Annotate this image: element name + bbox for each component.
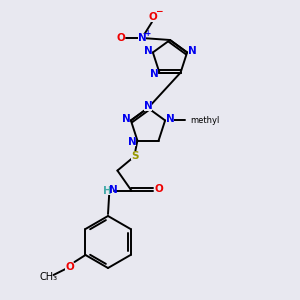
FancyBboxPatch shape xyxy=(128,137,136,146)
FancyBboxPatch shape xyxy=(154,184,162,193)
Text: N: N xyxy=(188,46,197,56)
Text: O: O xyxy=(154,184,163,194)
FancyBboxPatch shape xyxy=(150,69,158,78)
Text: N: N xyxy=(143,46,152,56)
Text: O: O xyxy=(148,12,158,22)
Text: O: O xyxy=(65,262,74,272)
FancyBboxPatch shape xyxy=(138,34,146,43)
Text: H: H xyxy=(103,186,112,196)
Text: N: N xyxy=(128,136,137,147)
FancyBboxPatch shape xyxy=(103,186,111,195)
Text: N: N xyxy=(122,114,130,124)
Text: S: S xyxy=(132,151,139,160)
Text: N: N xyxy=(138,33,146,43)
FancyBboxPatch shape xyxy=(166,115,174,124)
Text: N: N xyxy=(166,114,175,124)
Text: methyl: methyl xyxy=(190,116,220,125)
Text: N: N xyxy=(109,184,118,195)
FancyBboxPatch shape xyxy=(117,34,125,43)
Text: N: N xyxy=(144,101,152,111)
Text: +: + xyxy=(144,29,150,38)
Text: −: − xyxy=(155,8,163,16)
FancyBboxPatch shape xyxy=(122,115,130,124)
FancyBboxPatch shape xyxy=(188,47,196,56)
Text: N: N xyxy=(150,69,159,79)
FancyBboxPatch shape xyxy=(131,151,140,160)
FancyBboxPatch shape xyxy=(65,262,74,272)
Text: O: O xyxy=(117,33,125,43)
Text: CH₃: CH₃ xyxy=(39,272,58,282)
FancyBboxPatch shape xyxy=(144,47,152,56)
FancyBboxPatch shape xyxy=(149,13,157,22)
FancyBboxPatch shape xyxy=(144,101,152,110)
